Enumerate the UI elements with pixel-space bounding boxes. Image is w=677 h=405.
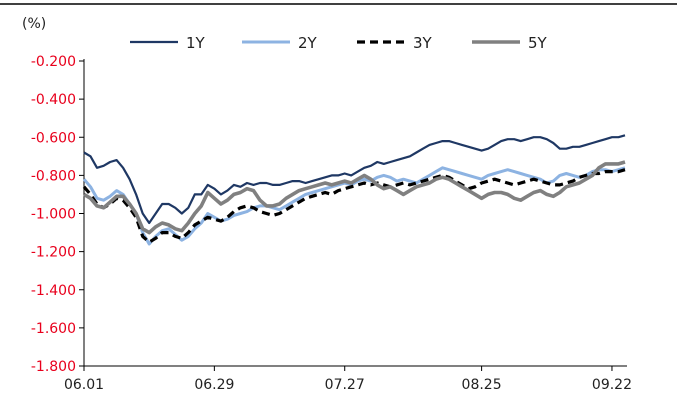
axes	[84, 59, 627, 366]
x-tick-label: 06.29	[194, 377, 234, 393]
x-tick-label: 08.25	[462, 377, 502, 393]
legend: 1Y 2Y 3Y 5Y	[130, 34, 548, 52]
x-tick-label: 07.27	[325, 377, 365, 393]
y-tick-label: -0.600	[31, 130, 76, 146]
y-tick-label: -1.000	[31, 207, 76, 223]
y-tick-label: -0.800	[31, 168, 76, 184]
series-lines	[84, 135, 625, 244]
x-tick-label: 09.22	[592, 377, 632, 393]
legend-label-2y: 2Y	[298, 34, 318, 52]
y-tick-label: -1.600	[31, 321, 76, 337]
y-tick-label: -1.400	[31, 283, 76, 299]
y-tick-label: -1.800	[31, 359, 76, 375]
y-tick-label: -0.200	[31, 54, 76, 70]
legend-label-3y: 3Y	[413, 34, 433, 52]
x-tick-label: 06.01	[64, 377, 104, 393]
y-tick-label: -1.200	[31, 245, 76, 261]
y-unit-label: (%)	[22, 16, 46, 32]
y-axis-ticks: -0.200 -0.400 -0.600 -0.800 -1.000 -1.200 -1.4…	[31, 54, 84, 375]
y-tick-label: -0.400	[31, 92, 76, 108]
legend-label-5y: 5Y	[528, 34, 548, 52]
legend-label-1y: 1Y	[186, 34, 206, 52]
x-axis-ticks: 06.01 06.29 07.27 08.25 09.22	[64, 366, 632, 393]
